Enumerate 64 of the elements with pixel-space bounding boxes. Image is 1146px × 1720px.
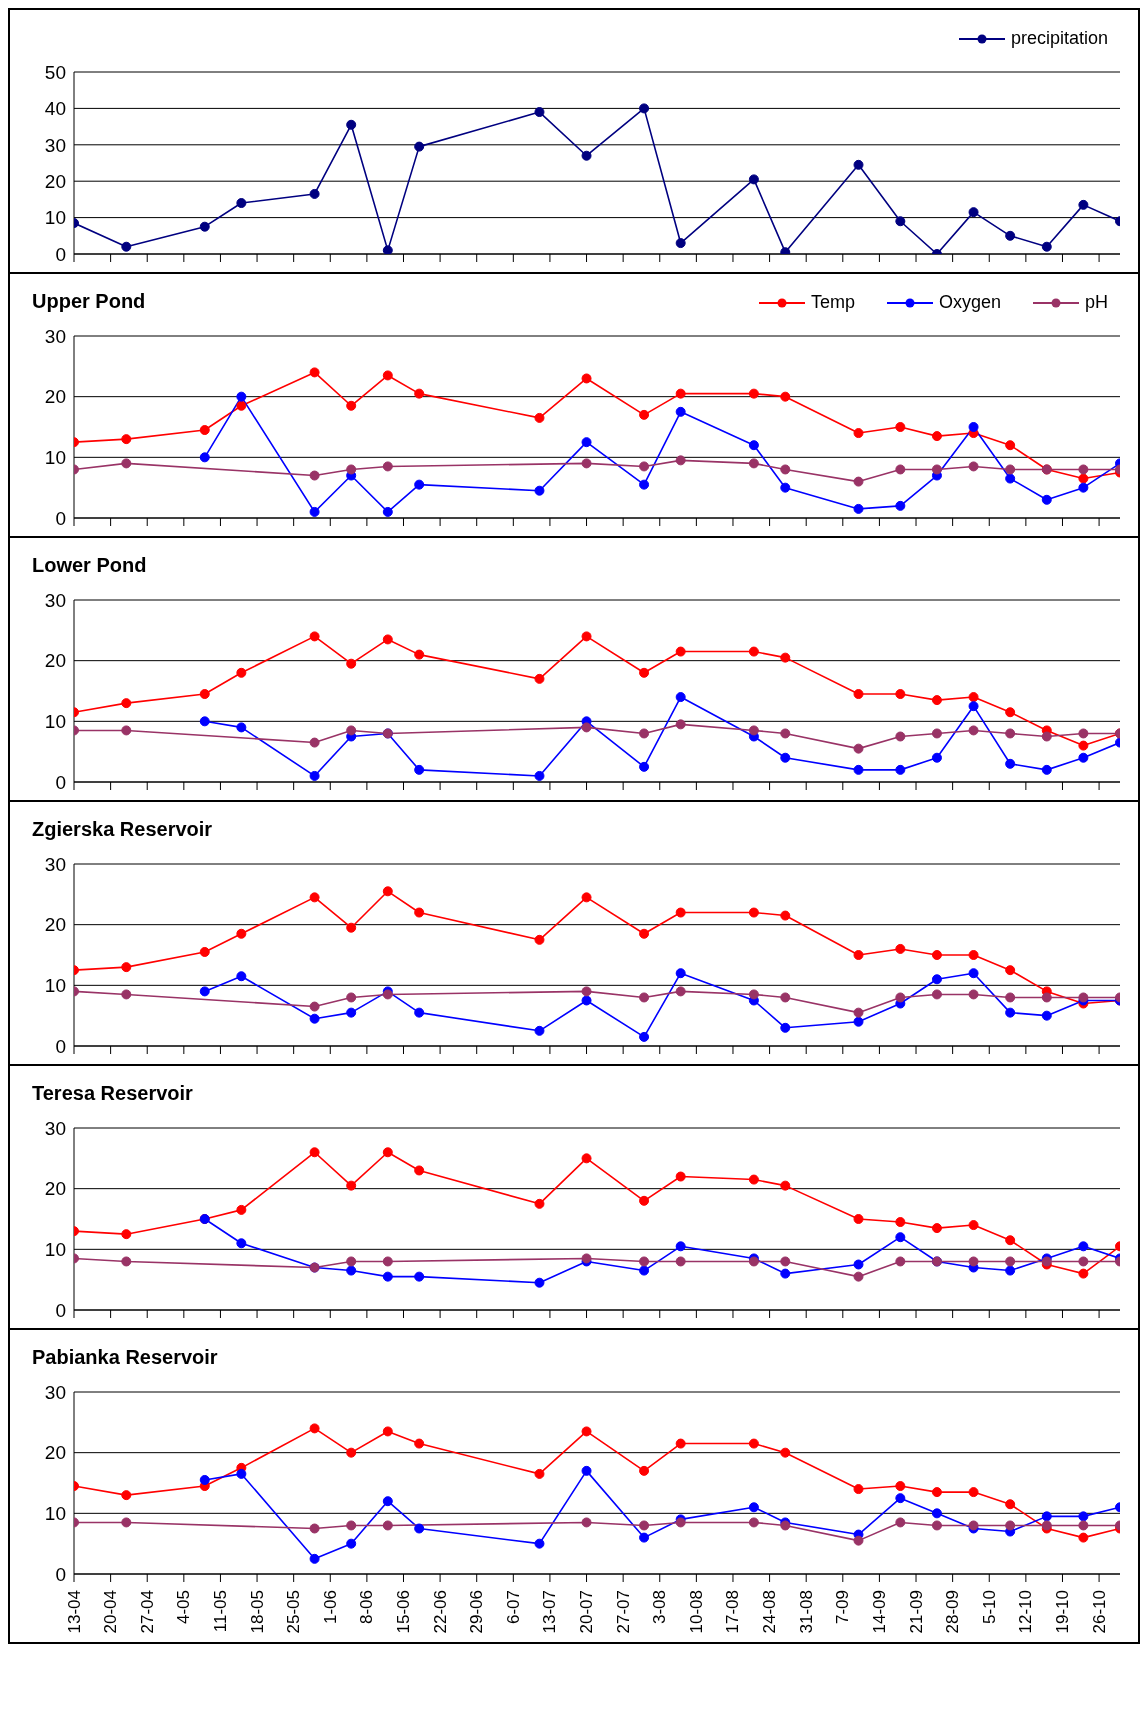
x-tick-label: 27-04: [137, 1590, 157, 1634]
y-tick-label: 0: [55, 1035, 66, 1057]
x-tick-label: 1-06: [320, 1590, 340, 1625]
y-tick-label: 20: [44, 1178, 66, 1200]
x-tick-label: 19-10: [1052, 1590, 1072, 1634]
y-tick-label: 20: [44, 914, 66, 936]
legend-label: precipitation: [1010, 28, 1108, 49]
chart-title: Teresa Reservoir: [32, 1082, 193, 1105]
x-tick-label: 20-04: [101, 1590, 121, 1634]
y-tick-label: 20: [44, 1442, 66, 1464]
x-tick-label: 14-09: [869, 1590, 889, 1634]
y-tick-label: 0: [55, 1299, 66, 1321]
x-tick-label: 24-08: [760, 1590, 780, 1634]
y-tick-label: 0: [55, 243, 66, 265]
x-tick-label: 12-10: [1016, 1590, 1036, 1634]
x-tick-label: 7-09: [833, 1590, 853, 1625]
y-tick-label: 30: [44, 134, 66, 156]
x-tick-label: 17-08: [723, 1590, 743, 1634]
legend-label: Oxygen: [938, 292, 1001, 313]
x-tick-label: 29-06: [467, 1590, 487, 1634]
y-tick-label: 40: [44, 98, 66, 120]
y-tick-label: 10: [44, 207, 66, 229]
legend-label: pH: [1084, 292, 1108, 313]
chart-title: Lower Pond: [32, 554, 147, 577]
y-tick-label: 30: [44, 589, 66, 611]
y-tick-label: 10: [44, 975, 66, 997]
y-tick-label: 10: [44, 447, 66, 469]
y-tick-label: 10: [44, 711, 66, 733]
x-tick-label: 13-07: [540, 1590, 560, 1634]
x-tick-label: 31-08: [796, 1590, 816, 1634]
y-tick-label: 30: [44, 1381, 66, 1403]
y-tick-label: 50: [44, 61, 66, 83]
chart-title: Zgierska Reservoir: [32, 818, 213, 841]
x-tick-label: 4-05: [174, 1590, 194, 1625]
x-tick-label: 11-05: [210, 1590, 230, 1633]
y-tick-label: 10: [44, 1239, 66, 1261]
x-tick-label: 27-07: [613, 1590, 633, 1634]
x-tick-label: 22-06: [430, 1590, 450, 1634]
x-tick-label: 28-09: [943, 1590, 963, 1634]
x-tick-label: 25-05: [284, 1590, 304, 1634]
y-tick-label: 10: [44, 1503, 66, 1525]
chart-title: Pabianka Reservoir: [32, 1346, 218, 1369]
y-tick-label: 30: [44, 853, 66, 875]
y-tick-label: 20: [44, 170, 66, 192]
x-tick-label: 6-07: [503, 1590, 523, 1625]
x-tick-label: 20-07: [577, 1590, 597, 1634]
x-tick-label: 5-10: [979, 1590, 999, 1625]
x-tick-label: 21-09: [906, 1590, 926, 1634]
chart-title: Upper Pond: [32, 290, 146, 313]
y-tick-label: 20: [44, 386, 66, 408]
x-tick-label: 3-08: [650, 1590, 670, 1625]
y-tick-label: 30: [44, 325, 66, 347]
x-tick-label: 13-04: [64, 1590, 84, 1634]
y-tick-label: 20: [44, 650, 66, 672]
y-tick-label: 0: [55, 1563, 66, 1585]
y-tick-label: 30: [44, 1117, 66, 1139]
y-tick-label: 0: [55, 771, 66, 793]
x-tick-label: 8-06: [357, 1590, 377, 1625]
legend-label: Temp: [810, 292, 855, 313]
y-tick-label: 0: [55, 507, 66, 529]
x-tick-label: 15-06: [393, 1590, 413, 1634]
x-tick-label: 18-05: [247, 1590, 267, 1634]
x-tick-label: 10-08: [686, 1590, 706, 1634]
x-tick-label: 26-10: [1089, 1590, 1109, 1634]
